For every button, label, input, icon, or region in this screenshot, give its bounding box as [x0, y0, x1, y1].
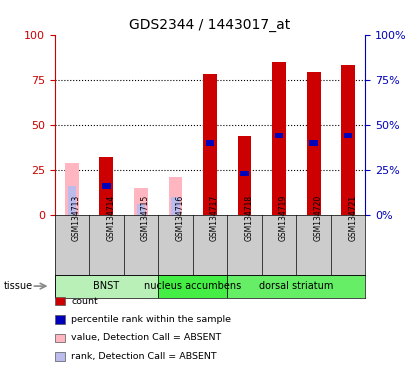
Text: GSM134721: GSM134721 — [348, 195, 357, 241]
Bar — [168, 177, 182, 215]
Bar — [100, 157, 113, 215]
Text: GSM134720: GSM134720 — [314, 195, 323, 241]
Bar — [307, 73, 320, 215]
Bar — [102, 184, 111, 189]
Bar — [68, 186, 76, 215]
Bar — [171, 197, 180, 215]
Bar — [206, 140, 214, 146]
Text: value, Detection Call = ABSENT: value, Detection Call = ABSENT — [71, 333, 222, 343]
Title: GDS2344 / 1443017_at: GDS2344 / 1443017_at — [129, 18, 291, 32]
Bar — [275, 133, 284, 138]
Text: dorsal striatum: dorsal striatum — [259, 281, 333, 291]
Bar — [309, 140, 318, 146]
Bar — [227, 275, 365, 298]
Text: BNST: BNST — [93, 281, 119, 291]
Bar — [238, 136, 252, 215]
Text: tissue: tissue — [4, 281, 33, 291]
Bar — [272, 62, 286, 215]
Bar — [65, 163, 79, 215]
Bar — [55, 275, 158, 298]
Bar — [344, 133, 352, 138]
Bar — [134, 188, 148, 215]
Bar — [136, 204, 145, 215]
Bar — [240, 171, 249, 176]
Text: GSM134717: GSM134717 — [210, 195, 219, 241]
Text: GSM134714: GSM134714 — [106, 195, 116, 241]
Text: GSM134715: GSM134715 — [141, 195, 150, 241]
Text: GSM134719: GSM134719 — [279, 195, 288, 241]
Bar — [203, 74, 217, 215]
Bar — [158, 275, 227, 298]
Text: count: count — [71, 296, 98, 306]
Text: nucleus accumbens: nucleus accumbens — [144, 281, 241, 291]
Bar — [341, 65, 355, 215]
Text: GSM134716: GSM134716 — [176, 195, 184, 241]
Text: percentile rank within the sample: percentile rank within the sample — [71, 315, 231, 324]
Text: GSM134718: GSM134718 — [244, 195, 254, 241]
Text: GSM134713: GSM134713 — [72, 195, 81, 241]
Text: rank, Detection Call = ABSENT: rank, Detection Call = ABSENT — [71, 352, 217, 361]
